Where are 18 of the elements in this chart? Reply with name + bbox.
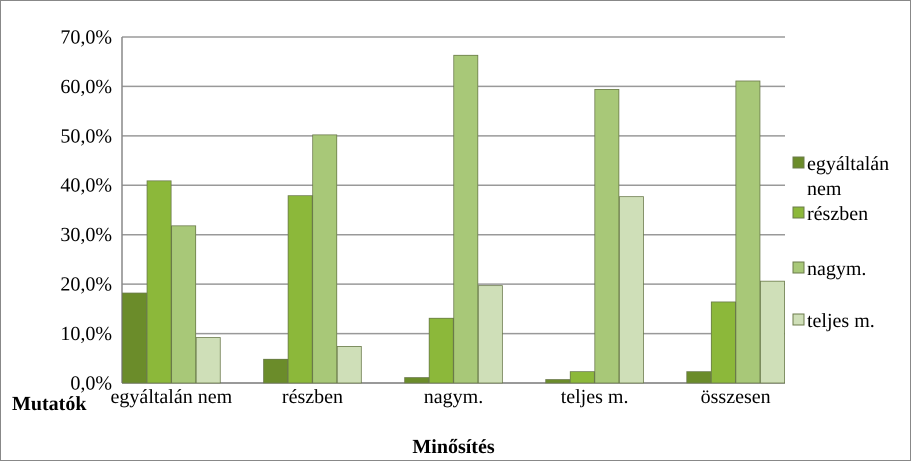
text: Mutatók (12, 393, 88, 415)
legend-label: nagym. (807, 258, 866, 280)
x-tick-label: egyáltalán nem (110, 386, 233, 408)
y-tick-label: 30,0% (60, 224, 112, 246)
legend-label: teljes m. (807, 310, 875, 332)
x-tick-label: nagym. (424, 386, 484, 408)
x-tick-label: összesen (700, 386, 771, 408)
y-tick-label: 50,0% (60, 125, 112, 148)
legend-label: részben (807, 203, 868, 225)
y-tick-label: 10,0% (60, 322, 112, 345)
x-tick-label: teljes m. (560, 386, 628, 408)
x-axis-title: Minősítés (412, 436, 495, 458)
y-tick-label: 70,0% (60, 26, 112, 48)
y-tick-label: 40,0% (60, 174, 112, 197)
x-tick-label: részben (282, 386, 343, 408)
y-tick-label: 60,0% (60, 76, 112, 98)
y-tick-label: 20,0% (60, 274, 112, 296)
y-tick-label: 0,0% (70, 372, 112, 394)
